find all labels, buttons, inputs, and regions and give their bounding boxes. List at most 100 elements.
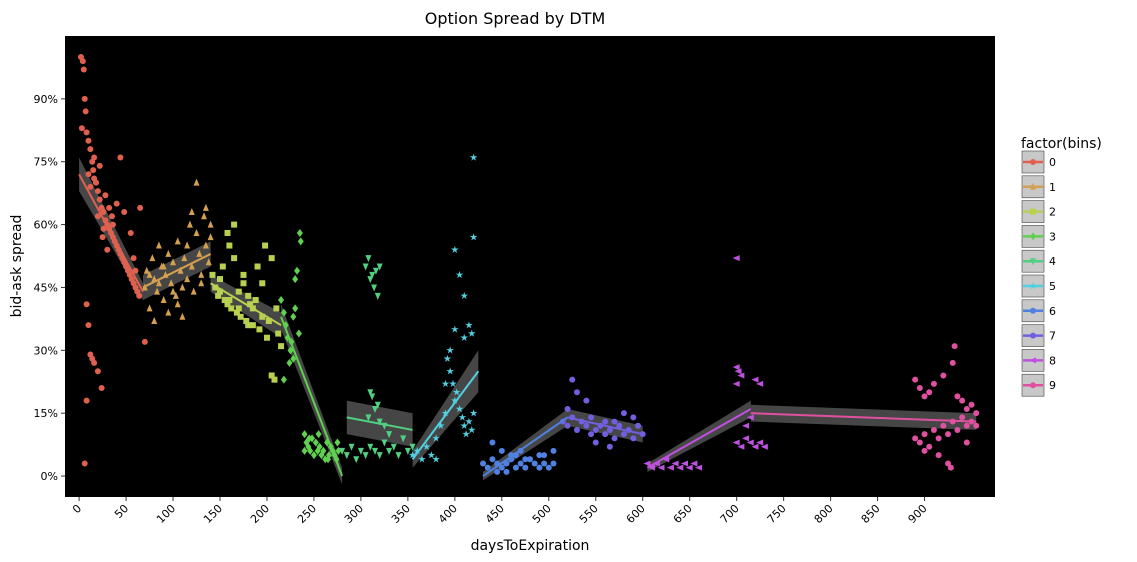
data-point-bin-1 (168, 279, 175, 287)
data-point-bin-5 (441, 379, 450, 388)
data-point-bin-5 (455, 270, 464, 279)
data-point-bin-2 (268, 372, 275, 379)
data-point-bin-4 (353, 456, 360, 464)
data-point-bin-3 (295, 329, 302, 338)
trend-line-0 (78, 173, 144, 293)
y-tick-label: 15% (34, 407, 58, 420)
data-point-bin-1 (202, 241, 209, 249)
data-point-bin-4 (390, 443, 397, 451)
data-point-bin-8 (690, 460, 698, 467)
data-point-bin-3 (307, 446, 314, 455)
trend-line-9 (750, 412, 977, 423)
data-point-bin-0 (83, 397, 90, 404)
series-7 (559, 376, 646, 450)
legend-key-marker (1030, 182, 1036, 190)
data-point-bin-3 (292, 304, 299, 313)
data-point-bin-5 (422, 442, 431, 450)
data-point-bin-8 (657, 464, 665, 471)
data-point-bin-1 (207, 220, 214, 228)
data-point-bin-1 (143, 266, 150, 274)
trend-line-6 (482, 416, 569, 477)
data-point-bin-7 (620, 410, 627, 417)
data-point-bin-1 (190, 287, 197, 295)
data-point-bin-1 (155, 279, 162, 287)
legend-item-5: 5 (1021, 274, 1056, 298)
data-point-bin-3 (280, 308, 287, 317)
data-point-bin-4 (348, 443, 355, 451)
data-point-bin-9 (973, 422, 980, 429)
data-point-bin-8 (732, 380, 740, 387)
data-point-bin-6 (480, 460, 487, 467)
data-point-bin-8 (756, 380, 764, 387)
data-point-bin-8 (732, 364, 740, 371)
legend-key-marker (1030, 307, 1036, 314)
data-point-bin-1 (177, 266, 184, 274)
y-tick-label: 90% (34, 93, 58, 106)
x-tick-label: 300 (342, 502, 366, 526)
data-point-bin-5 (427, 451, 436, 459)
data-point-bin-4 (372, 267, 379, 275)
legend-label: 9 (1049, 379, 1056, 392)
data-point-bin-1 (186, 220, 193, 228)
data-point-bin-4 (400, 435, 407, 443)
data-point-bin-4 (409, 443, 416, 451)
data-point-bin-4 (374, 401, 381, 409)
data-point-bin-1 (198, 279, 205, 287)
data-point-bin-0 (104, 246, 111, 253)
data-point-bin-9 (940, 422, 947, 429)
data-point-bin-1 (193, 228, 200, 236)
data-point-bin-3 (280, 375, 287, 384)
data-point-bin-2 (247, 301, 254, 308)
data-point-bin-9 (959, 414, 966, 421)
trend-line-8 (646, 408, 752, 469)
data-point-bin-3 (292, 275, 299, 284)
data-point-bin-2 (217, 288, 223, 295)
data-point-bin-4 (343, 452, 350, 460)
data-point-bin-4 (381, 439, 388, 447)
data-point-bin-9 (930, 380, 937, 387)
data-point-bin-2 (231, 221, 238, 228)
data-point-bin-1 (165, 308, 172, 316)
data-point-bin-7 (635, 422, 642, 429)
series-3 (278, 228, 342, 464)
data-point-bin-1 (181, 254, 188, 262)
data-point-bin-9 (954, 393, 961, 400)
data-point-bin-6 (484, 464, 491, 471)
data-point-bin-6 (489, 439, 496, 446)
data-point-bin-8 (737, 443, 745, 450)
data-point-bin-4 (371, 284, 378, 292)
data-point-bin-3 (296, 228, 303, 237)
series-2 (209, 221, 285, 383)
data-point-bin-4 (376, 263, 383, 271)
data-point-bin-1 (201, 212, 208, 220)
data-point-bin-9 (963, 405, 970, 412)
data-point-bin-5 (460, 333, 468, 341)
data-point-bin-1 (179, 283, 186, 291)
trend-line-2 (210, 282, 282, 327)
data-point-bin-9 (916, 385, 923, 392)
data-point-bin-1 (205, 258, 212, 266)
x-tick-label: 750 (765, 502, 789, 526)
legend-key-marker (1030, 332, 1036, 339)
data-point-bin-2 (240, 280, 247, 287)
x-tick-label: 200 (248, 502, 272, 526)
data-point-bin-3 (310, 451, 317, 460)
data-point-bin-0 (85, 322, 92, 329)
trend-line-1 (142, 253, 212, 289)
y-tick-label: 60% (34, 219, 58, 232)
data-point-bin-5 (455, 405, 464, 413)
data-point-bin-7 (611, 435, 618, 442)
data-point-bin-4 (372, 447, 378, 455)
data-point-bin-4 (386, 431, 393, 439)
data-point-bin-1 (198, 270, 205, 278)
data-point-bin-0 (109, 221, 116, 228)
data-point-bin-7 (606, 443, 613, 450)
x-tick-label: 450 (483, 502, 507, 526)
data-point-bin-8 (746, 439, 754, 446)
data-point-bin-6 (498, 464, 505, 471)
series-9 (912, 343, 980, 471)
data-point-bin-0 (113, 200, 120, 207)
series-0 (77, 53, 148, 467)
data-point-bin-6 (498, 447, 505, 454)
data-point-bin-0 (137, 204, 144, 211)
